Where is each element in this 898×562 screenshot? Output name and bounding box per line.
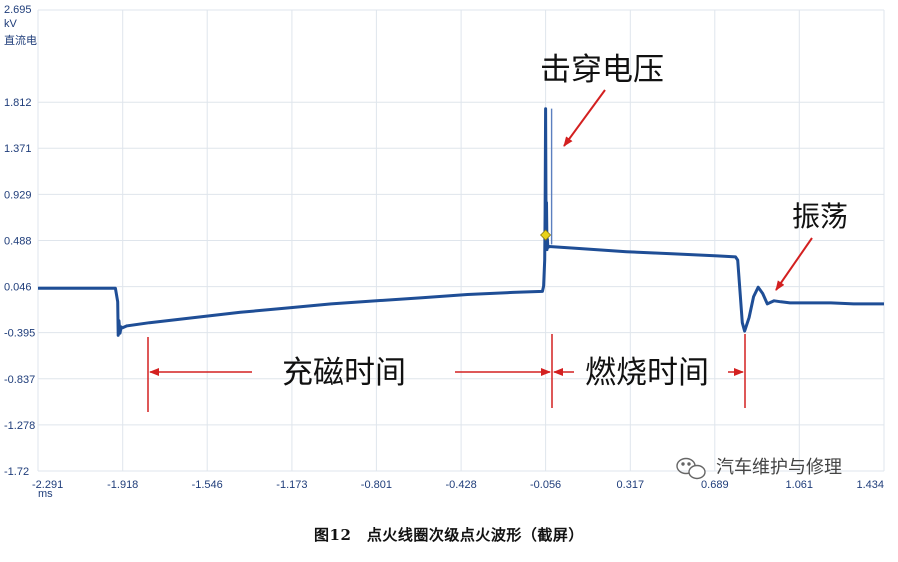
trigger-marker — [540, 229, 552, 241]
y-tick-label: 1.812 — [4, 97, 32, 109]
label-dwell-time: 充磁时间 — [282, 355, 406, 391]
label-oscillation: 振荡 — [792, 200, 848, 233]
y-axis-unit-note: 直流电 — [4, 33, 37, 47]
watermark-text: 汽车维护与修理 — [716, 457, 842, 478]
y-tick-label: -0.395 — [4, 328, 35, 340]
watermark: 汽车维护与修理 — [676, 457, 842, 480]
y-tick-label: -1.278 — [4, 420, 35, 432]
grid — [37, 9, 885, 472]
figure-caption: 图12 点火线圈次级点火波形（截屏） — [314, 526, 584, 544]
y-tick-label: 2.695 — [4, 4, 32, 16]
label-burn-time: 燃烧时间 — [585, 355, 709, 391]
y-tick-label: -0.837 — [4, 374, 35, 386]
x-tick-label: -1.173 — [276, 479, 307, 491]
y-tick-label: 1.371 — [4, 143, 32, 155]
y-axis-labels: 2.695 1.812 1.371 0.929 0.488 0.046 -0.395 -0.8… — [4, 4, 35, 478]
x-axis-labels: -2.291 -1.918 -1.546 -1.173 -0.801 -0.428 -0.0… — [32, 479, 884, 491]
ignition-waveform-chart: 2.695 1.812 1.371 0.929 0.488 0.046 -0.395 -0.8… — [4, 4, 885, 500]
y-tick-label: 0.929 — [4, 189, 32, 201]
waveform-trace — [38, 107, 884, 337]
wechat-icon — [676, 457, 706, 480]
x-tick-label: 1.434 — [856, 479, 884, 491]
y-tick-label: 0.046 — [4, 282, 32, 294]
arrow-oscillation — [775, 237, 813, 291]
x-tick-label: 0.317 — [617, 479, 645, 491]
x-tick-label: -1.546 — [192, 479, 223, 491]
x-tick-label: -0.056 — [530, 479, 561, 491]
x-tick-label: -1.918 — [107, 479, 138, 491]
x-tick-label: -2.291 — [32, 479, 63, 491]
x-tick-label: 0.689 — [701, 479, 729, 491]
y-tick-label: -1.72 — [4, 466, 29, 478]
x-tick-label: 1.061 — [786, 479, 814, 491]
arrow-breakdown-voltage — [563, 89, 606, 147]
y-axis-unit: kV — [4, 18, 18, 30]
x-tick-label: -0.428 — [446, 479, 477, 491]
label-breakdown-voltage: 击穿电压 — [540, 52, 664, 88]
y-tick-label: 0.488 — [4, 235, 32, 247]
x-axis-unit: ms — [38, 488, 53, 500]
x-tick-label: -0.801 — [361, 479, 392, 491]
